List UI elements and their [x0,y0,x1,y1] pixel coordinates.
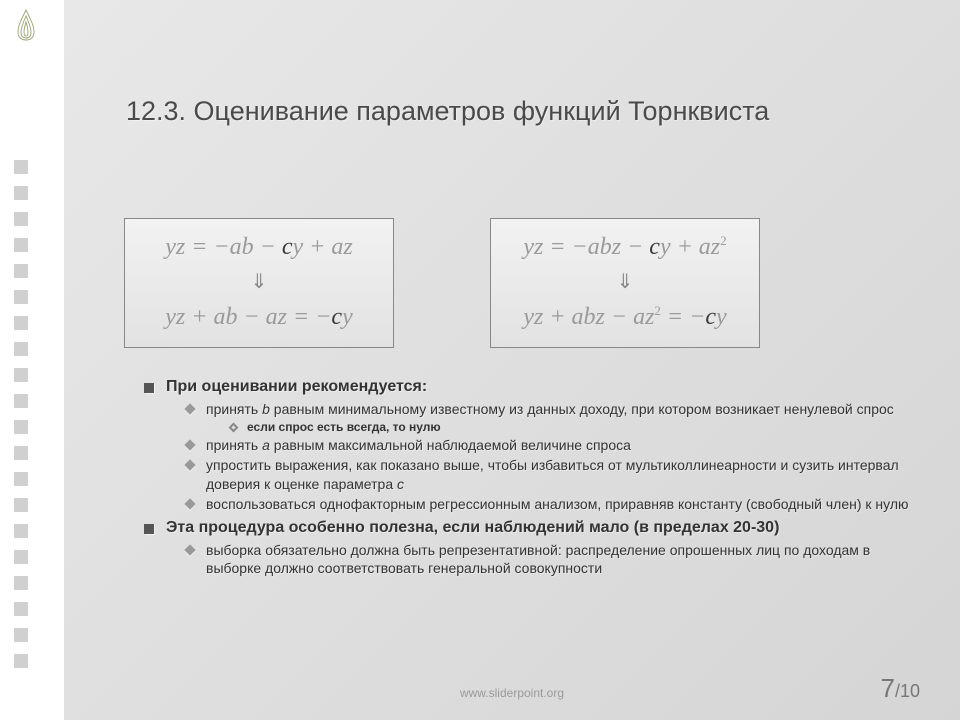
diamond-bullet-icon [184,403,195,414]
eq-param-c: c [649,234,660,260]
bullet-text: принять [206,401,262,417]
bullet-text: принять [206,437,262,453]
bullet-var: b [262,401,270,417]
page-number: 7/10 [880,673,920,704]
eq-text: yz + ab − az = − [165,304,331,330]
diamond-bullet-icon [184,440,195,451]
bullet-var: c [397,476,404,492]
bullet-text: Эта процедура особенно полезна, если наб… [166,519,779,537]
bullet-level2: принять b равным минимальному известному… [186,400,926,418]
footer-url: www.sliderpoint.org [64,686,960,700]
bullet-var: a [262,437,270,453]
eq-text: yz + abz − az [523,304,654,330]
bullet-text: если спрос есть всегда, то нулю [247,420,441,434]
square-bullet-icon [144,383,154,393]
slide-title: 12.3. Оценивание параметров функций Торн… [126,96,769,127]
bullet-text: равным максимальной наблюдаемой величине… [270,437,631,453]
eq-text: yz = −abz − [523,234,649,260]
bullet-text: равным минимальному известному из данных… [270,401,894,417]
diamond-bullet-icon [184,460,195,471]
bullet-text: упростить выражения, как показано выше, … [206,457,899,491]
bullet-level1: Эта процедура особенно полезна, если наб… [144,519,926,537]
bullet-level2: упростить выражения, как показано выше, … [186,456,926,492]
page-current: 7 [880,673,894,703]
bullet-level2: воспользоваться однофакторным регрессион… [186,495,926,513]
diamond-bullet-icon [184,498,195,509]
bullet-level2: выборка обязательно должна быть репрезен… [186,541,926,577]
down-arrow-icon: ⇓ [511,267,739,297]
bullet-content: При оценивании рекомендуется: принять b … [144,378,926,579]
eq-text: = − [661,304,705,330]
eq-text: y + az [660,234,720,260]
bullet-text: воспользоваться однофакторным регрессион… [206,495,909,513]
bullet-level3: если спрос есть всегда, то нулю [230,420,926,434]
sidebar-decor [0,0,64,720]
down-arrow-icon: ⇓ [145,267,373,297]
square-bullet-icon [144,524,154,534]
bullet-level2: принять a равным максимальной наблюдаемо… [186,436,926,454]
sidebar-squares [14,160,28,668]
small-diamond-bullet-icon [229,423,239,433]
eq-param-c: c [331,304,342,330]
bullet-text: При оценивании рекомендуется: [166,378,427,396]
eq-param-c: c [705,304,716,330]
bullet-text: выборка обязательно должна быть репрезен… [206,541,926,577]
slide-body: 12.3. Оценивание параметров функций Торн… [64,0,960,720]
diamond-bullet-icon [184,544,195,555]
eq-text: y [716,304,727,330]
equation-box-left: yz = −ab − cy + az ⇓ yz + ab − az = −cy [124,218,394,348]
bullet-level1: При оценивании рекомендуется: [144,378,926,396]
equation-box-right: yz = −abz − cy + az2 ⇓ yz + abz − az2 = … [490,218,760,348]
equation-row: yz = −ab − cy + az ⇓ yz + ab − az = −cy … [124,218,760,348]
eq-text: yz = −ab − [165,234,282,260]
logo-icon [14,8,38,42]
eq-sup: 2 [720,233,727,248]
eq-param-c: c [282,234,293,260]
eq-text: y [342,304,353,330]
page-total: 10 [900,681,920,701]
eq-text: y + az [293,234,353,260]
